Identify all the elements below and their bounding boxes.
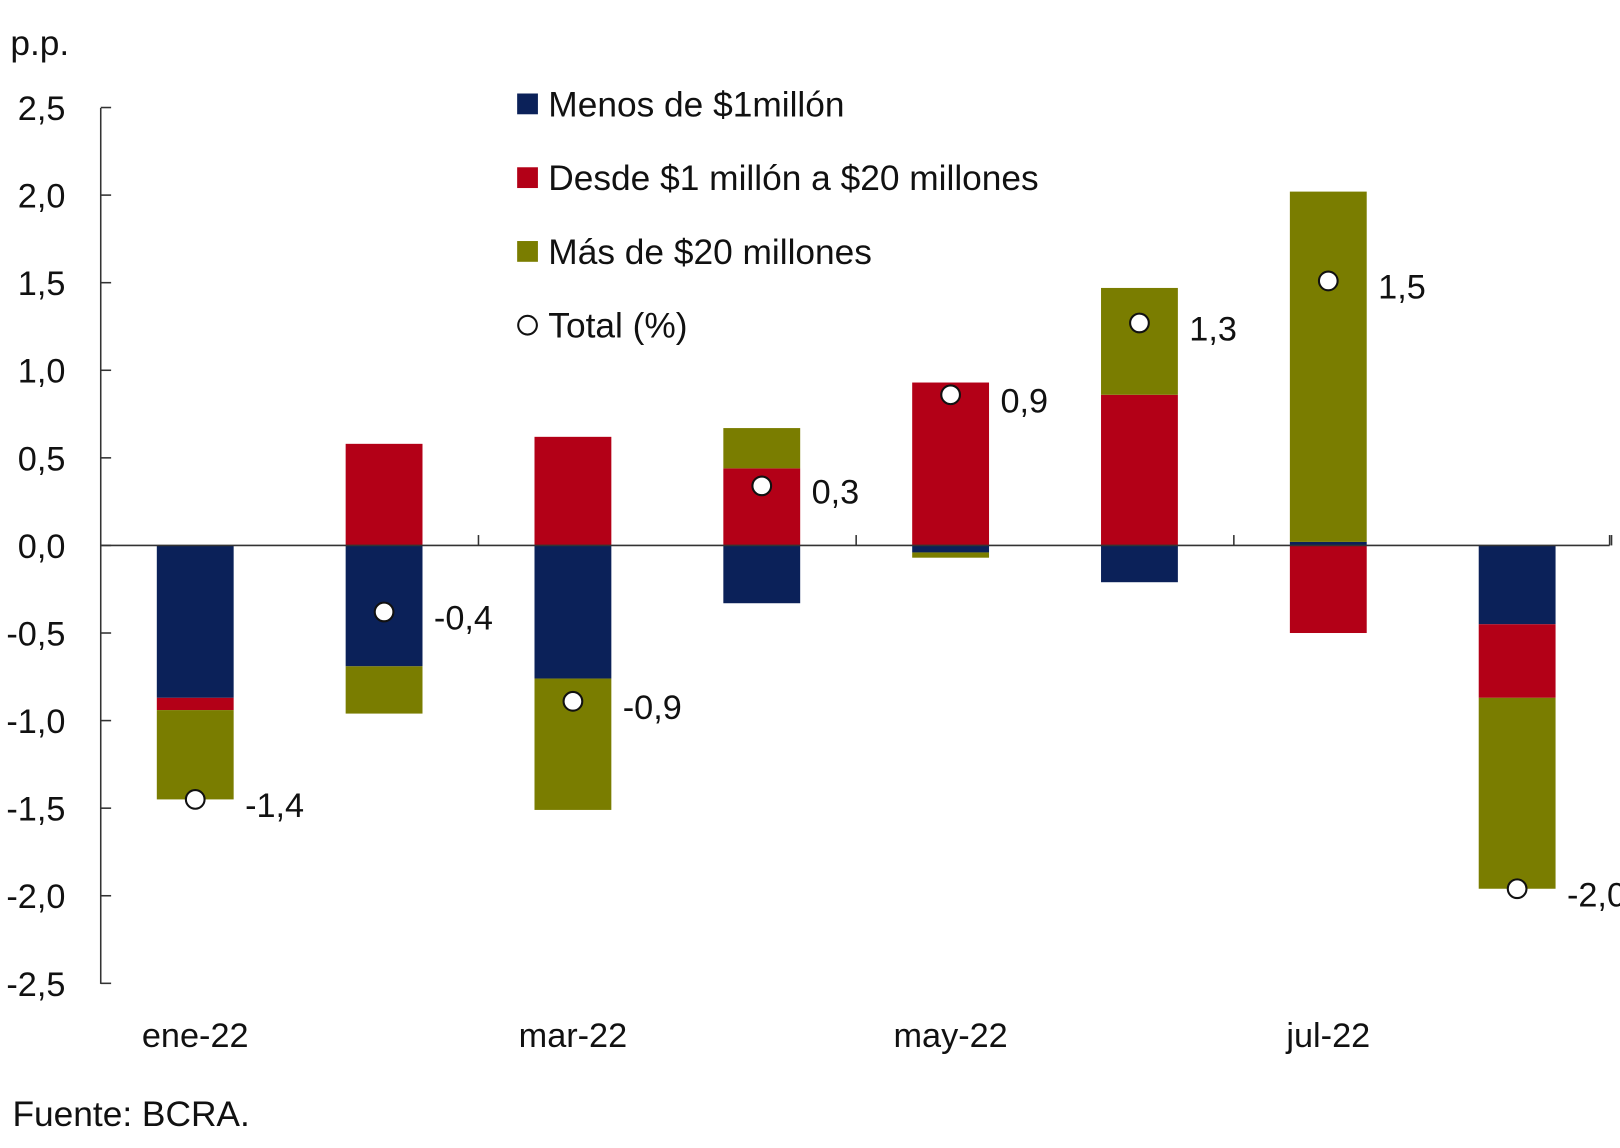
y-axis-label: p.p. <box>10 24 69 63</box>
legend-label-1: Desde $1 millón a $20 millones <box>548 159 1038 198</box>
x-tick-label: may-22 <box>893 1017 1007 1055</box>
total-point-ago-22 <box>1506 878 1528 900</box>
bar-jul-22-series-0 <box>1289 541 1367 546</box>
bar-jun-22-series-0 <box>1101 545 1178 583</box>
bar-feb-22-series-1 <box>345 443 423 546</box>
total-data-label: 0,3 <box>812 474 860 512</box>
bar-may-22-series-1 <box>912 382 990 546</box>
bar-abr-22-series-0 <box>723 545 801 604</box>
legend-label-total: Total (%) <box>548 307 687 346</box>
y-tick-label: 2,5 <box>18 90 66 128</box>
x-tick-label: ene-22 <box>142 1017 249 1055</box>
bar-ago-22-series-0 <box>1478 545 1556 625</box>
y-tick-label: -2,5 <box>6 966 65 1004</box>
total-point-jun-22 <box>1129 312 1150 334</box>
source-note: Fuente: BCRA. <box>12 1095 249 1134</box>
bar-mar-22-series-1 <box>534 436 612 546</box>
total-point-mar-22 <box>562 690 584 712</box>
bar-may-22-series-0 <box>912 545 990 553</box>
bar-mar-22-series-0 <box>534 545 612 679</box>
total-point-may-22 <box>940 384 961 406</box>
total-data-label: 1,3 <box>1189 311 1237 349</box>
x-tick-label: mar-22 <box>519 1017 628 1055</box>
y-tick-label: 1,5 <box>18 265 66 303</box>
bar-jun-22-series-1 <box>1101 394 1178 546</box>
legend-label-0: Menos de $1millón <box>548 85 844 124</box>
bar-feb-22-series-2 <box>345 666 423 714</box>
total-data-label: 1,5 <box>1378 269 1426 307</box>
legend-swatch-0 <box>517 93 538 115</box>
legend-swatch-1 <box>517 167 538 189</box>
y-tick-label: 2,0 <box>18 178 66 216</box>
y-tick-label: -1,5 <box>6 791 65 829</box>
total-data-label: 0,9 <box>1000 382 1048 420</box>
y-tick-label: 0,5 <box>18 440 66 478</box>
total-data-label: -0,4 <box>434 600 493 638</box>
y-tick-label: -1,0 <box>6 703 65 741</box>
x-tick-label: jul-22 <box>1285 1017 1370 1055</box>
total-data-label: -0,9 <box>623 689 682 727</box>
bar-jun-22-series-2 <box>1101 287 1178 395</box>
bar-ago-22-series-2 <box>1478 697 1556 889</box>
bar-ene-22-series-2 <box>156 710 234 800</box>
bar-ene-22-series-1 <box>156 697 234 711</box>
legend-label-2: Más de $20 millones <box>548 233 872 272</box>
total-data-label: -2,0 <box>1567 876 1620 914</box>
total-point-jul-22 <box>1317 270 1339 292</box>
bar-jul-22-series-1 <box>1289 545 1367 634</box>
bar-ago-22-series-1 <box>1478 624 1556 698</box>
total-point-abr-22 <box>751 475 773 497</box>
bar-ene-22-series-0 <box>156 545 234 698</box>
y-tick-label: 1,0 <box>18 353 66 391</box>
y-tick-label: -2,0 <box>6 878 65 916</box>
bar-may-22-series-2 <box>912 552 990 558</box>
legend-swatch-2 <box>517 241 538 262</box>
total-point-feb-22 <box>373 601 395 623</box>
legend-total-marker <box>517 314 538 336</box>
bar-jul-22-series-2 <box>1289 191 1367 542</box>
y-tick-label: -0,5 <box>6 615 65 653</box>
total-point-ene-22 <box>184 789 206 810</box>
y-tick-label: 0,0 <box>18 528 66 566</box>
total-data-label: -1,4 <box>245 787 304 825</box>
bar-abr-22-series-2 <box>723 428 801 469</box>
